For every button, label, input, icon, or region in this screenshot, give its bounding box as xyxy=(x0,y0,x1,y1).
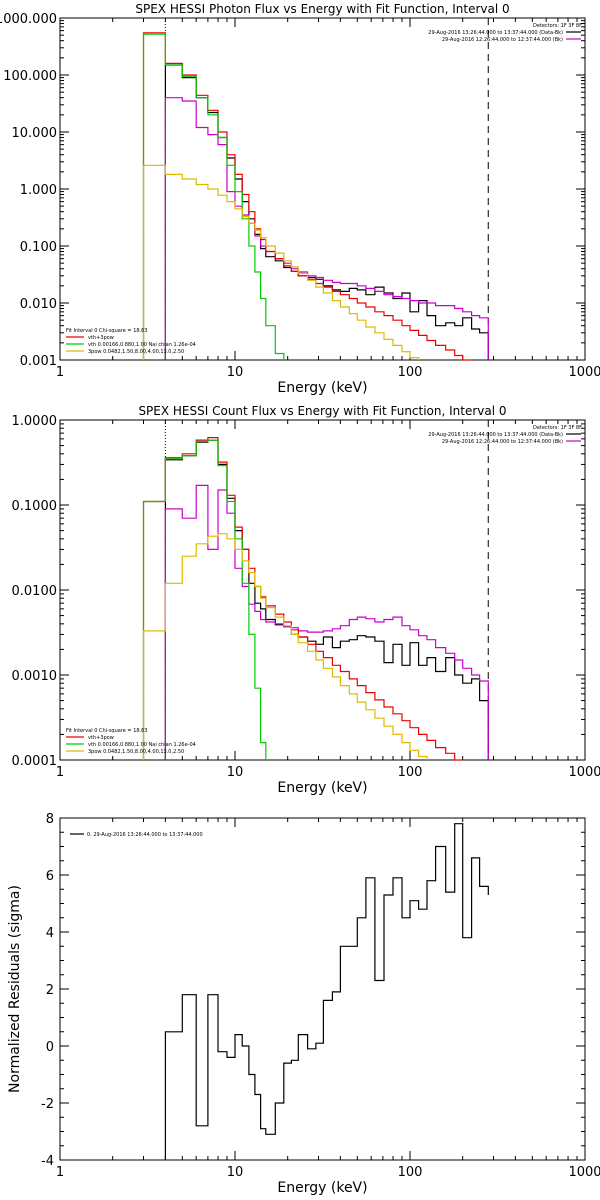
x-axis-label: Energy (keV) xyxy=(277,380,367,396)
y-tick-label: 100.000 xyxy=(3,69,57,84)
series-line-1 xyxy=(164,823,489,1160)
series-line-4 xyxy=(142,33,285,360)
y-tick-label: 0.0001 xyxy=(12,754,58,769)
header-text: 29-Aug-2016 12:26:44.000 to 12:37:44.000… xyxy=(442,439,563,445)
plot-frame xyxy=(59,17,586,361)
legend-entry: 0. 29-Aug-2016 13:26:44.000 to 13:37:44.… xyxy=(87,832,203,838)
y-tick-label: -2 xyxy=(41,1097,54,1112)
header-text: 29-Aug-2016 13:26:44.000 to 13:37:44.000… xyxy=(428,432,563,438)
x-tick-label: 1000 xyxy=(568,1165,600,1180)
x-tick-label: 10 xyxy=(227,365,244,380)
legend-entry: vth+3pow xyxy=(88,335,114,341)
plot-frame xyxy=(59,817,586,1161)
legend-entry: vth 0.00166,0.880,1.00 Nai chian 1.26e-0… xyxy=(88,742,196,748)
y-tick-label: 2 xyxy=(46,983,54,998)
series-line-1 xyxy=(164,439,489,760)
chart-2: SPEX HESSI Count Flux vs Energy with Fit… xyxy=(12,404,600,796)
legend-entry: 3pow 0.0482,1.50,8.00,4.00,13.0,2.50 xyxy=(88,749,184,755)
x-tick-label: 10 xyxy=(227,1165,244,1180)
y-tick-label: 0.0100 xyxy=(12,584,58,599)
y-tick-label: 0 xyxy=(46,1040,54,1055)
header-text: 29-Aug-2016 13:26:44.000 to 13:37:44.000… xyxy=(428,30,563,36)
legend-entry: vth 0.00166,0.880,1.00 Nai chian 1.26e-0… xyxy=(88,342,196,348)
x-tick-label: 1 xyxy=(56,765,64,780)
y-tick-label: 1.0000 xyxy=(12,414,58,429)
x-tick-label: 10 xyxy=(227,765,244,780)
y-tick-label: 10.000 xyxy=(12,126,58,141)
y-tick-label: 0.100 xyxy=(20,240,57,255)
x-tick-label: 100 xyxy=(398,1165,423,1180)
series-line-1 xyxy=(164,64,489,360)
chart-title: SPEX HESSI Photon Flux vs Energy with Fi… xyxy=(135,2,509,16)
legend-entry: 3pow 0.0482,1.50,8.00,4.00,13.0,2.50 xyxy=(88,349,184,355)
y-tick-label: 0.001 xyxy=(20,354,57,369)
y-tick-label: 8 xyxy=(46,812,54,827)
legend-title: Fit Interval 0 Chi-square = 18.63 xyxy=(66,328,148,334)
series-line-2 xyxy=(164,97,489,360)
series-line-4 xyxy=(142,439,267,760)
y-tick-label: 1000.000 xyxy=(0,12,57,27)
series-line-5 xyxy=(142,533,428,760)
y-tick-label: 0.0010 xyxy=(12,669,58,684)
y-axis-label: Normalized Residuals (sigma) xyxy=(7,885,23,1093)
y-tick-label: 1.000 xyxy=(20,183,57,198)
series-line-3 xyxy=(142,437,463,761)
x-axis-label: Energy (keV) xyxy=(277,1180,367,1196)
y-tick-label: 0.010 xyxy=(20,297,57,312)
x-axis-label: Energy (keV) xyxy=(277,780,367,796)
chart-3: 1 10 100 1000 Energy (keV) -4 -2 0 2 4 6 8 Normalize… xyxy=(7,812,600,1196)
header-text: 29-Aug-2016 12:26:44.000 to 12:37:44.000… xyxy=(442,37,563,43)
header-text: Detectors: 1F 3F 8F xyxy=(533,23,582,29)
y-tick-label: 4 xyxy=(46,926,54,941)
chart-title: SPEX HESSI Count Flux vs Energy with Fit… xyxy=(138,404,506,418)
x-tick-label: 1 xyxy=(56,1165,64,1180)
y-tick-label: 6 xyxy=(46,869,54,884)
plot-frame xyxy=(59,419,586,761)
x-tick-label: 1 xyxy=(56,365,64,380)
y-tick-label: 0.1000 xyxy=(12,499,58,514)
legend-title: Fit Interval 0 Chi-square = 18.63 xyxy=(66,728,148,734)
series-line-3 xyxy=(142,32,472,361)
x-tick-label: 1000 xyxy=(568,365,600,380)
chart-1: SPEX HESSI Photon Flux vs Energy with Fi… xyxy=(0,2,600,396)
header-text: Detectors: 1F 3F 8F xyxy=(533,425,582,431)
series-line-5 xyxy=(142,164,420,360)
y-tick-label: -4 xyxy=(41,1154,54,1169)
x-tick-label: 100 xyxy=(398,765,423,780)
x-tick-label: 1000 xyxy=(568,765,600,780)
series-line-2 xyxy=(164,484,489,760)
x-tick-label: 100 xyxy=(398,365,423,380)
legend-entry: vth+3pow xyxy=(88,735,114,741)
